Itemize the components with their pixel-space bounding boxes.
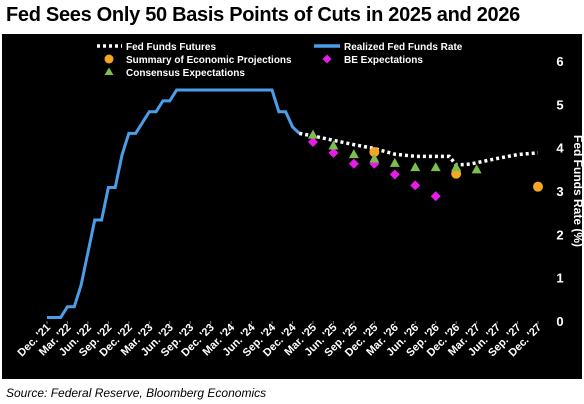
consensus-point [328,140,339,150]
y-tick-label: 0 [556,314,563,329]
chart-panel: 0 1 2 3 4 5 6 Fed Funds Rate (%) Dec. '21 Mar. '2… [2,34,582,379]
consensus-point [430,162,441,172]
y-tick-label: 3 [556,184,563,199]
legend-label-consensus: Consensus Expectations [126,68,245,79]
consensus-point [307,129,318,139]
source-note: Source: Federal Reserve, Bloomberg Econo… [6,386,267,400]
consensus-point [451,162,462,172]
y-tick-label: 2 [556,227,563,242]
y-tick-label: 6 [556,54,563,69]
consensus-point [348,149,359,159]
legend-label-be: BE Expectations [344,55,423,66]
chart-title: Fed Sees Only 50 Basis Points of Cuts in… [6,4,521,26]
consensus-point [369,153,380,163]
be-point [307,137,318,148]
legend-label-futures: Fed Funds Futures [126,42,216,53]
be-point [389,169,400,180]
series-line-futures [298,131,539,167]
legend-swatch-sep [104,54,114,64]
consensus-point [389,157,400,167]
y-tick-label: 5 [556,97,563,112]
be-point [430,191,441,202]
series-line-realized [47,88,301,320]
legend-label-realized: Realized Fed Funds Rate [344,42,463,53]
be-point [410,180,421,191]
legend-label-sep: Summary of Economic Projections [126,55,292,66]
consensus-point [410,162,421,172]
consensus-point [471,164,482,174]
be-point [328,147,339,158]
y-tick-label: 1 [556,271,563,286]
legend-swatch-consensus [104,67,114,75]
legend-swatch-be [322,54,332,64]
be-point [348,158,359,169]
sep-point [533,181,543,192]
y-tick-label: 4 [556,141,564,156]
sep-point [369,147,380,157]
y-axis-title: Fed Funds Rate (%) [571,135,582,247]
